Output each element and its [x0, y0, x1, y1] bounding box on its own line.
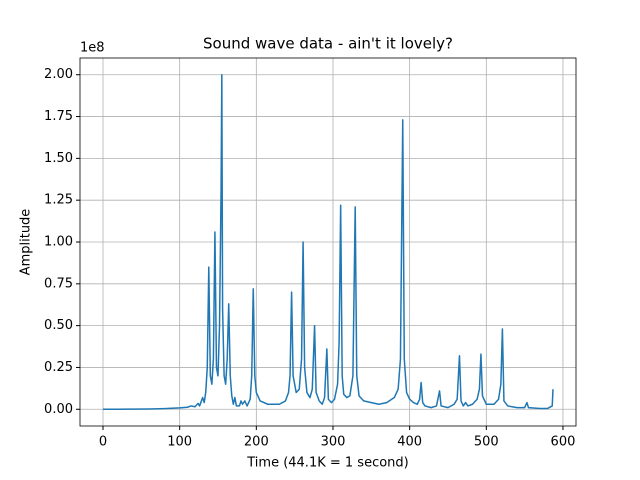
y-tick-label: 0.50 [44, 318, 73, 333]
y-tick-label: 0.00 [44, 402, 73, 417]
y-tick-label: 1.00 [44, 235, 73, 250]
y-tick-label: 0.25 [44, 360, 73, 375]
x-tick-label: 200 [244, 435, 269, 450]
y-tick-label: 1.75 [44, 109, 73, 124]
x-tick-label: 500 [474, 435, 499, 450]
y-axis-label: Amplitude [19, 209, 34, 276]
x-tick-label: 400 [397, 435, 422, 450]
plot-frame [79, 57, 577, 427]
x-tick-label: 300 [321, 435, 346, 450]
chart-title: Sound wave data - ain't it lovely? [203, 35, 453, 53]
y-offset-label: 1e8 [80, 41, 105, 56]
x-axis-label: Time (44.1K = 1 second) [246, 456, 408, 471]
x-tick-label: 100 [167, 435, 192, 450]
y-tick-label: 2.00 [44, 67, 73, 82]
y-tick-label: 1.25 [44, 193, 73, 208]
series-line [103, 73, 554, 411]
y-tick-label: 0.75 [44, 276, 73, 291]
x-tick-label: 600 [551, 435, 576, 450]
y-tick-label: 1.50 [44, 151, 73, 166]
x-tick-label: 0 [99, 435, 107, 450]
